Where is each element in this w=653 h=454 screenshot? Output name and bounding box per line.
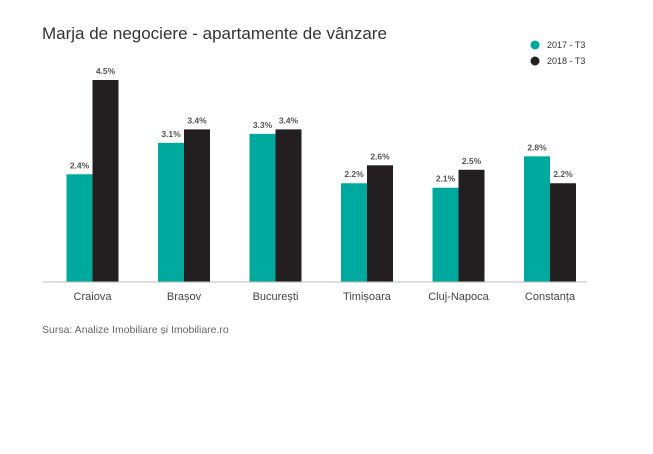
bar (367, 165, 393, 282)
legend-label-2018: 2018 - T3 (547, 56, 585, 66)
chart-title: Marja de negociere - apartamente de vânz… (42, 24, 387, 43)
bar (458, 169, 485, 282)
legend-label-2017: 2017 - T3 (547, 40, 585, 50)
bar-value-label: 2.6% (370, 151, 390, 161)
legend-marker-2018 (530, 56, 540, 66)
category-label: Timișoara (343, 291, 392, 303)
bar (275, 129, 302, 282)
bar (158, 142, 184, 282)
bar (184, 129, 210, 282)
bars-group (66, 80, 576, 282)
legend-marker-2017 (530, 40, 540, 50)
bar-value-label: 2.2% (344, 169, 364, 179)
bar (341, 183, 367, 282)
bar (66, 174, 93, 282)
source-note: Sursa: Analize Imobiliare și Imobiliare.… (42, 324, 229, 336)
bar (432, 187, 459, 282)
bar-value-label: 3.4% (279, 115, 299, 125)
bar-value-label: 2.5% (462, 156, 482, 166)
bar-value-label: 3.4% (187, 115, 207, 125)
bar-value-label: 2.1% (436, 174, 456, 184)
bar-value-label: 4.5% (96, 66, 116, 76)
bar (524, 156, 550, 282)
category-label: Craiova (74, 291, 113, 303)
bar-value-label: 2.4% (70, 160, 90, 170)
category-label: Cluj-Napoca (428, 291, 489, 303)
bar (249, 133, 276, 282)
legend: 2017 - T3 2018 - T3 (530, 40, 585, 66)
bar (92, 80, 119, 282)
bar-value-label: 3.1% (161, 129, 181, 139)
category-label: Brașov (167, 291, 202, 303)
bar-value-label: 2.2% (553, 169, 573, 179)
category-label: București (253, 291, 299, 303)
value-labels-group: 2.4% 4.5% 3.1% 3.4% 3.3% 3.4% 2.2% 2.6% 2.1% 2.5%… (70, 66, 573, 184)
category-labels-group: Craiova Brașov București Timișoara Cluj-Napo… (74, 291, 576, 303)
bar-value-label: 2.8% (527, 142, 547, 152)
category-label: Constanța (525, 291, 576, 303)
bar (550, 183, 576, 282)
bar-value-label: 3.3% (253, 120, 273, 130)
